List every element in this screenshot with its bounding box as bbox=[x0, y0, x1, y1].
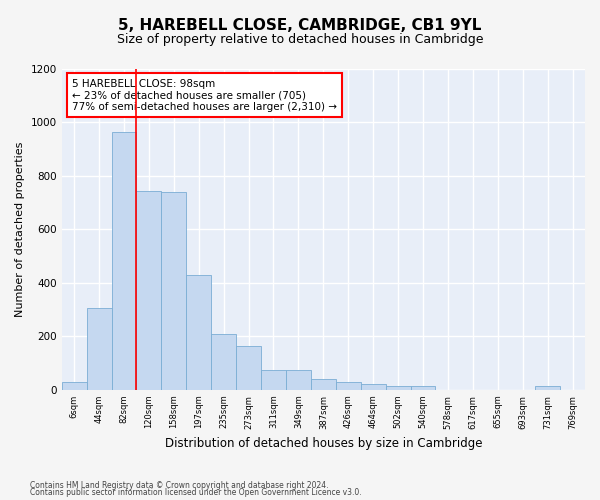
Text: Size of property relative to detached houses in Cambridge: Size of property relative to detached ho… bbox=[117, 32, 483, 46]
Bar bbox=[161, 192, 186, 390]
Bar bbox=[86, 308, 112, 390]
Bar bbox=[186, 275, 211, 390]
Text: Contains public sector information licensed under the Open Government Licence v3: Contains public sector information licen… bbox=[30, 488, 362, 497]
Bar bbox=[386, 386, 410, 390]
Bar bbox=[336, 382, 361, 390]
Text: Contains HM Land Registry data © Crown copyright and database right 2024.: Contains HM Land Registry data © Crown c… bbox=[30, 480, 329, 490]
Bar bbox=[112, 132, 136, 390]
Text: 5 HAREBELL CLOSE: 98sqm
← 23% of detached houses are smaller (705)
77% of semi-d: 5 HAREBELL CLOSE: 98sqm ← 23% of detache… bbox=[72, 78, 337, 112]
Bar bbox=[286, 370, 311, 390]
Bar bbox=[361, 384, 386, 390]
Bar bbox=[136, 190, 161, 390]
Bar bbox=[410, 386, 436, 390]
Text: 5, HAREBELL CLOSE, CAMBRIDGE, CB1 9YL: 5, HAREBELL CLOSE, CAMBRIDGE, CB1 9YL bbox=[118, 18, 482, 32]
Bar bbox=[236, 346, 261, 390]
Bar bbox=[211, 334, 236, 390]
X-axis label: Distribution of detached houses by size in Cambridge: Distribution of detached houses by size … bbox=[164, 437, 482, 450]
Bar bbox=[535, 386, 560, 390]
Bar bbox=[62, 382, 86, 390]
Bar bbox=[311, 379, 336, 390]
Bar bbox=[261, 370, 286, 390]
Y-axis label: Number of detached properties: Number of detached properties bbox=[15, 142, 25, 317]
